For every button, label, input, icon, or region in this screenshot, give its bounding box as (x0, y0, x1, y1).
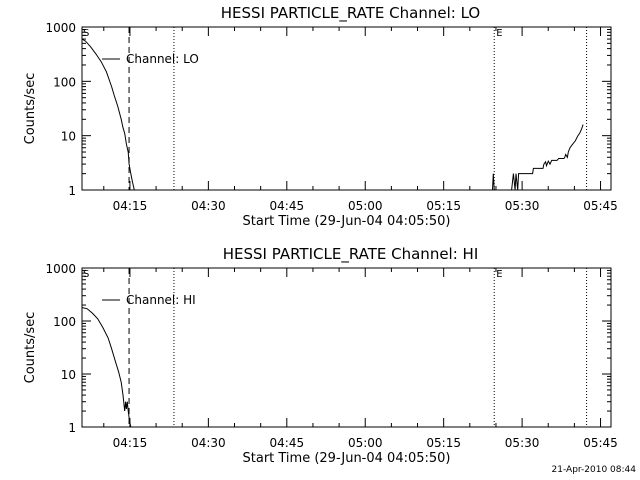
start-marker: S (83, 269, 89, 280)
series-line-segment-0 (82, 307, 132, 427)
y-tick-label: 1000 (45, 262, 76, 276)
y-tick-label: 100 (53, 315, 76, 329)
series-line-segment-0 (82, 38, 135, 190)
series-line-segment-1 (492, 173, 495, 190)
start-marker: S (83, 28, 89, 39)
chart-title: HESSI PARTICLE_RATE Channel: LO (221, 4, 480, 23)
y-tick-label: 10 (61, 130, 76, 144)
x-tick-label: 05:00 (348, 436, 383, 450)
y-tick-label: 10 (61, 368, 76, 382)
x-tick-label: 05:30 (505, 436, 540, 450)
end-marker: E (496, 28, 502, 39)
x-tick-label: 05:30 (505, 199, 540, 213)
series-line-segment-2 (511, 124, 584, 190)
x-tick-label: 04:45 (270, 436, 305, 450)
y-axis-label: Counts/sec (23, 312, 38, 384)
x-tick-label: 05:45 (583, 436, 618, 450)
y-tick-label: 1000 (45, 21, 76, 35)
y-axis-label: Counts/sec (23, 73, 38, 145)
x-tick-label: 04:30 (191, 199, 226, 213)
plot-frame (81, 267, 612, 428)
x-axis-label: Start Time (29-Jun-04 04:05:50) (243, 451, 451, 466)
chart-panel-1: HESSI PARTICLE_RATE Channel: HI 1 10 100 100… (23, 245, 618, 466)
x-tick-label: 04:15 (113, 199, 148, 213)
x-tick-label: 05:00 (348, 199, 383, 213)
x-tick-label: 04:15 (113, 436, 148, 450)
x-tick-label: 04:30 (191, 436, 226, 450)
legend-label: Channel: LO (126, 52, 199, 66)
footer-timestamp: 21-Apr-2010 08:44 (552, 465, 637, 475)
end-marker: E (496, 269, 502, 280)
y-tick-label: 1 (68, 421, 76, 435)
x-tick-label: 05:15 (426, 199, 461, 213)
plot-frame (81, 26, 612, 191)
chart-panel-0: HESSI PARTICLE_RATE Channel: LO 1 10 100 100… (23, 4, 618, 229)
legend-label: Channel: HI (126, 293, 196, 307)
x-tick-label: 05:45 (583, 199, 618, 213)
chart-title: HESSI PARTICLE_RATE Channel: HI (223, 245, 479, 264)
x-axis-label: Start Time (29-Jun-04 04:05:50) (243, 214, 451, 229)
y-tick-label: 1 (68, 184, 76, 198)
x-tick-label: 05:15 (426, 436, 461, 450)
x-tick-label: 04:45 (270, 199, 305, 213)
y-tick-label: 100 (53, 75, 76, 89)
